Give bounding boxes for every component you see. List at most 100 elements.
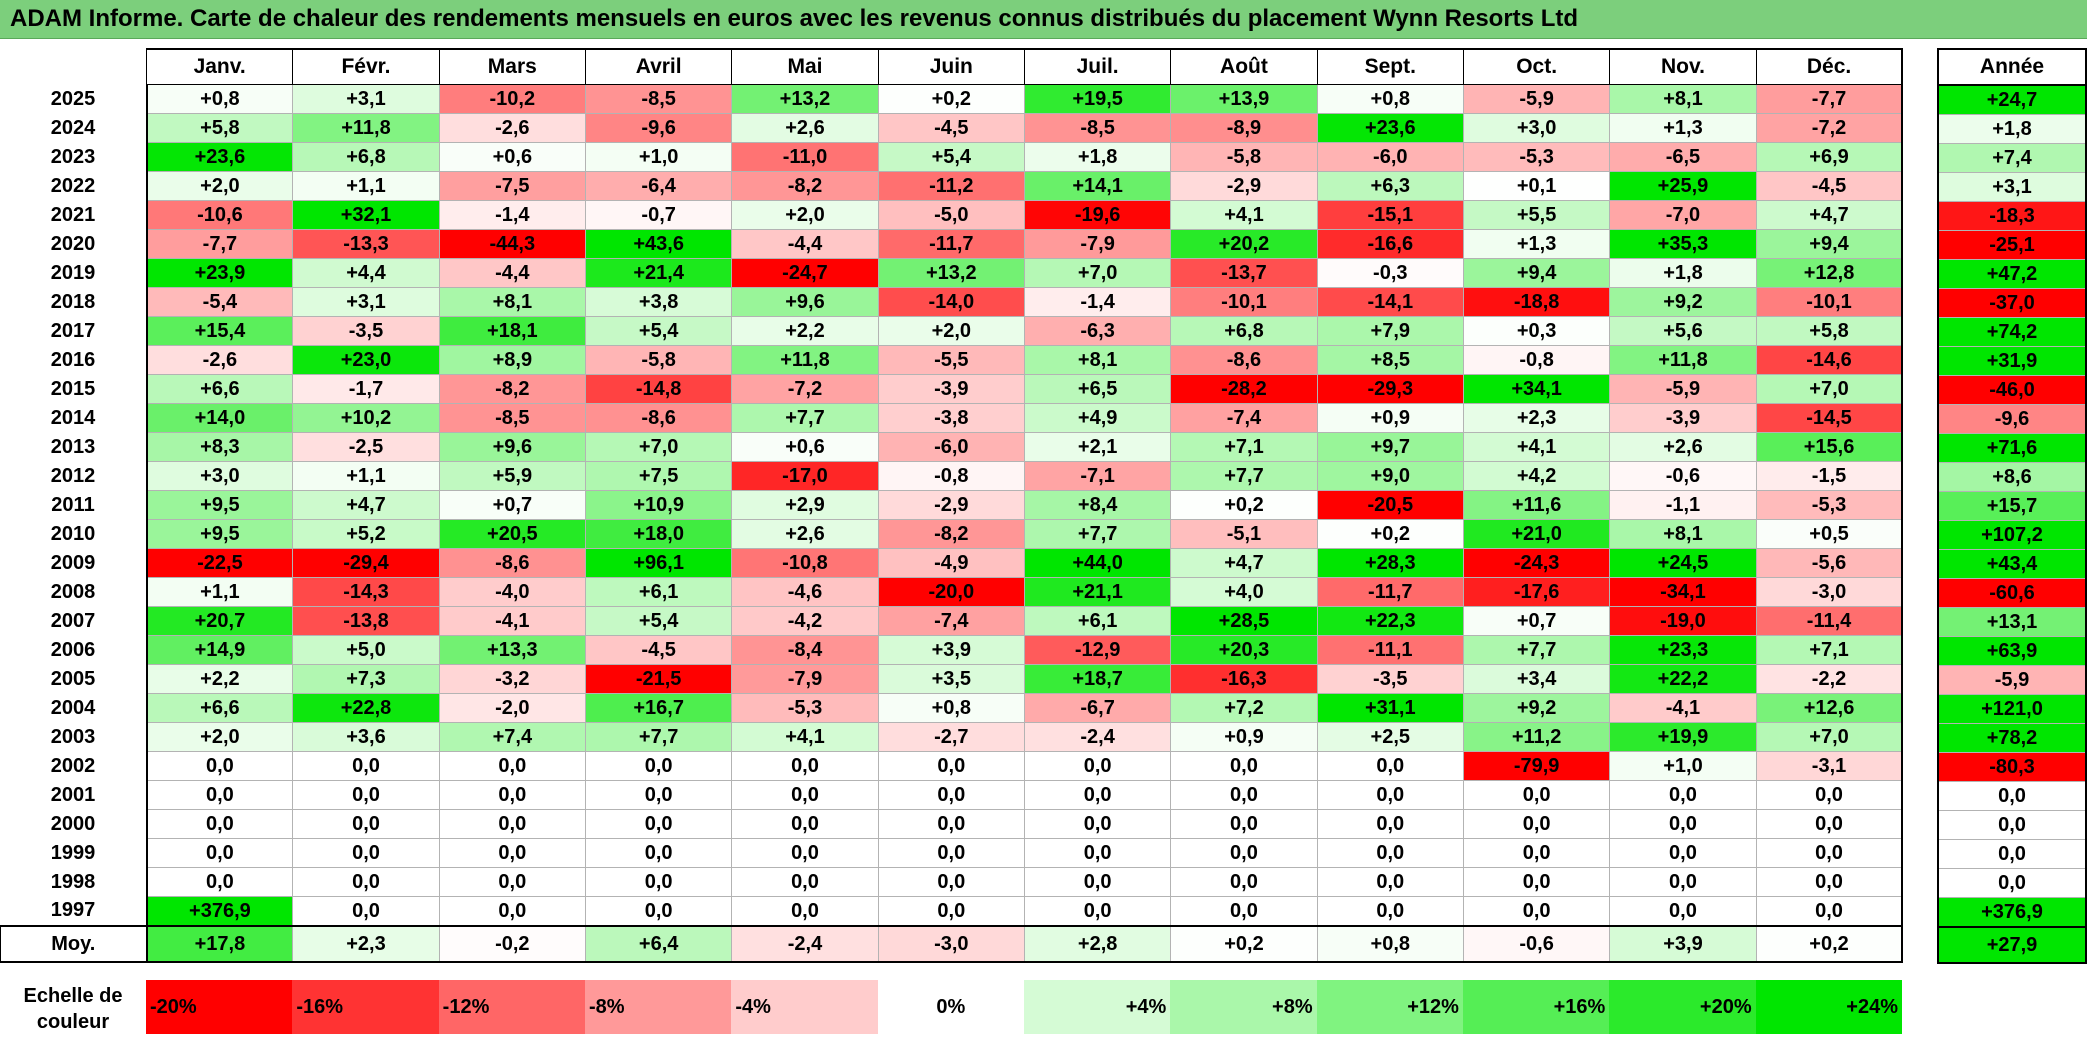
color-scale-step: -20% <box>146 980 293 1034</box>
year-row: 2019 +23,9 +4,4 -4,4 +21,4 -24,7 +13,2 +7,0 -13,… <box>1 258 1904 288</box>
heatmap-cell: -13,7 <box>1170 258 1318 288</box>
color-scale-step: -4% <box>731 980 878 1034</box>
heatmap-cell: +19,9 <box>1609 722 1757 752</box>
year-row: 2000 0,0 0,0 0,0 0,0 0,0 0,0 0,0 0,0 0,0 0,0 0,0 0,0 <box>1 809 1904 839</box>
heatmap-cell: 0,0 <box>1755 867 1904 897</box>
heatmap-cell: +22,3 <box>1316 606 1464 636</box>
annual-row: -60,6 <box>1937 578 2087 608</box>
heatmap-cell: +7,3 <box>292 664 440 694</box>
heatmap-cell: -5,1 <box>1170 519 1318 549</box>
annual-row: +71,6 <box>1937 433 2087 463</box>
year-label: 2007 <box>50 609 96 632</box>
heatmap-cell: +2,2 <box>731 316 879 346</box>
heatmap-cell: 0,0 <box>438 809 586 839</box>
heatmap-cell: 0,0 <box>1609 838 1757 868</box>
heatmap-cell: +4,1 <box>1170 200 1318 230</box>
heatmap-cell: -18,8 <box>1462 287 1611 317</box>
year-row: 2016 -2,6 +23,0 +8,9 -5,8 +11,8 -5,5 +8,1 -8,6 +8… <box>1 345 1904 375</box>
heatmap-cell: -0,7 <box>584 200 733 230</box>
heatmap-cell: -20,0 <box>877 577 1025 607</box>
annual-cell: +107,2 <box>1937 520 2087 550</box>
year-label: 2023 <box>50 145 96 168</box>
heatmap-cell: +2,0 <box>877 316 1025 346</box>
heatmap-cell: -79,9 <box>1462 751 1611 781</box>
average-cell: -0,6 <box>1462 925 1611 963</box>
heatmap-cell: 0,0 <box>584 896 733 927</box>
heatmap-cell: 0,0 <box>1023 838 1172 868</box>
annual-cell: +43,4 <box>1937 549 2087 579</box>
year-label: 2001 <box>50 783 96 806</box>
heatmap-cell: +0,7 <box>1462 606 1611 636</box>
heatmap-cell: -0,6 <box>1609 461 1757 491</box>
heatmap-cell: -5,8 <box>584 345 733 375</box>
average-cell: +2,3 <box>292 925 440 963</box>
heatmap-cell: +2,0 <box>731 200 879 230</box>
heatmap-cell: -5,6 <box>1755 548 1904 578</box>
heatmap-cell: -8,9 <box>1170 113 1318 143</box>
month-header-cell: Nov. <box>1609 48 1757 85</box>
heatmap-cell: +8,4 <box>1023 490 1172 520</box>
heatmap-cell: 0,0 <box>731 809 879 839</box>
heatmap-cell: +9,2 <box>1462 693 1611 723</box>
heatmap-cell: +1,3 <box>1609 113 1757 143</box>
heatmap-cell: +3,6 <box>292 722 440 752</box>
year-label: 2003 <box>50 725 96 748</box>
heatmap-cell: +3,1 <box>292 84 440 114</box>
heatmap-cell: +7,0 <box>1023 258 1172 288</box>
average-cell: +3,9 <box>1609 925 1757 963</box>
heatmap-cell: -7,9 <box>731 664 879 694</box>
heatmap-cell: +9,4 <box>1755 229 1904 259</box>
heatmap-cell: -3,9 <box>1609 403 1757 433</box>
heatmap-cell: +18,0 <box>584 519 733 549</box>
average-cell: +17,8 <box>145 925 294 963</box>
average-cell: -0,2 <box>438 925 586 963</box>
heatmap-cell: +25,9 <box>1609 171 1757 201</box>
heatmap-cell: +6,6 <box>145 693 294 723</box>
heatmap-cell: +7,4 <box>438 722 586 752</box>
heatmap-cell: +8,5 <box>1316 345 1464 375</box>
heatmap-cell: -6,4 <box>584 171 733 201</box>
heatmap-cell: +13,9 <box>1170 84 1318 114</box>
heatmap-cell: -5,5 <box>877 345 1025 375</box>
year-label: 2004 <box>50 696 96 719</box>
annual-row: -9,6 <box>1937 404 2087 434</box>
color-scale-step: 0% <box>877 980 1024 1034</box>
heatmap-cell: -6,3 <box>1023 316 1172 346</box>
heatmap-cell: +8,1 <box>1023 345 1172 375</box>
annual-row: -5,9 <box>1937 665 2087 695</box>
annual-row: +78,2 <box>1937 723 2087 753</box>
heatmap-cell: -4,5 <box>584 635 733 665</box>
heatmap-cell: +7,7 <box>1462 635 1611 665</box>
heatmap-cell: -6,5 <box>1609 142 1757 172</box>
heatmap-cell: +2,3 <box>1462 403 1611 433</box>
heatmap-cell: -7,9 <box>1023 229 1172 259</box>
color-scale-step: +8% <box>1170 980 1317 1034</box>
heatmap-cell: -3,5 <box>292 316 440 346</box>
heatmap-cell: -5,3 <box>1755 490 1904 520</box>
heatmap-cell: 0,0 <box>1755 896 1904 927</box>
heatmap-cell: 0,0 <box>292 867 440 897</box>
heatmap-cell: 0,0 <box>1316 780 1464 810</box>
annual-cell: +71,6 <box>1937 433 2087 463</box>
heatmap-cell: +1,3 <box>1462 229 1611 259</box>
heatmap-cell: -14,1 <box>1316 287 1464 317</box>
annual-row: +24,7 <box>1937 84 2087 115</box>
heatmap-cell: +0,9 <box>1316 403 1464 433</box>
heatmap-cell: +0,5 <box>1755 519 1904 549</box>
heatmap-cell: -3,8 <box>877 403 1025 433</box>
heatmap-cell: +6,8 <box>292 142 440 172</box>
heatmap-cell: 0,0 <box>438 896 586 927</box>
heatmap-cell: -6,0 <box>1316 142 1464 172</box>
heatmap-cell: -15,1 <box>1316 200 1464 230</box>
year-label: 2017 <box>50 319 96 342</box>
heatmap-cell: +376,9 <box>145 896 294 927</box>
heatmap-cell: 0,0 <box>145 780 294 810</box>
heatmap-cell: +0,7 <box>438 490 586 520</box>
heatmap-cell: -8,6 <box>1170 345 1318 375</box>
heatmap-cell: 0,0 <box>731 838 879 868</box>
report-title: ADAM Informe. Carte de chaleur des rende… <box>10 5 1579 32</box>
year-row: 2009 -22,5 -29,4 -8,6 +96,1 -10,8 -4,9 +44,0 +4,… <box>1 548 1904 578</box>
heatmap-cell: +21,4 <box>584 258 733 288</box>
heatmap-cell: +0,8 <box>877 693 1025 723</box>
average-cell: +0,8 <box>1316 925 1464 963</box>
